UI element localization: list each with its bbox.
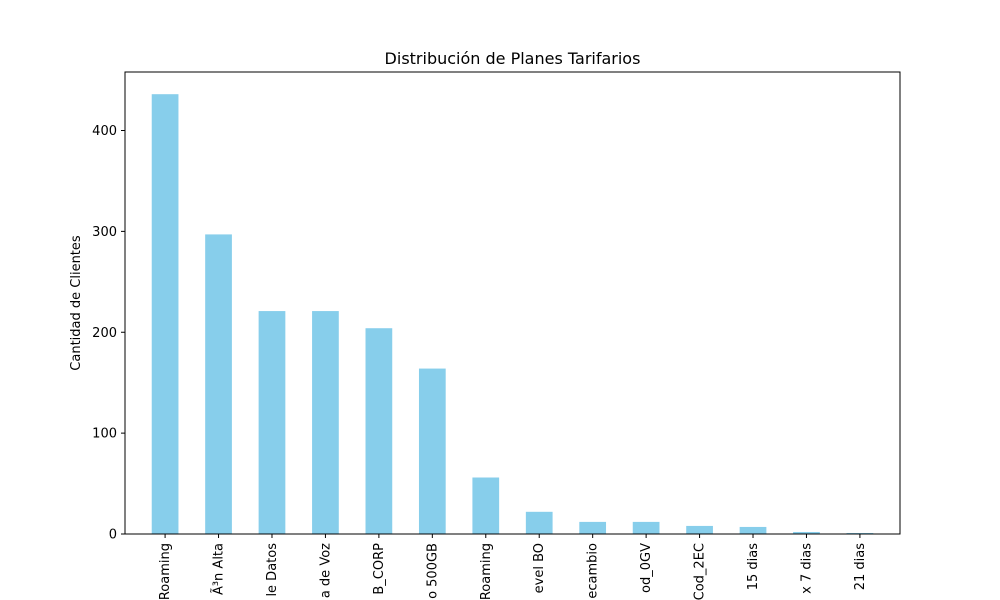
x-tick-label-13: 21 dias	[853, 543, 868, 591]
y-tick-label-2: 200	[92, 326, 117, 341]
y-tick-label-4: 400	[92, 124, 117, 139]
y-tick-label-3: 300	[92, 225, 117, 240]
x-tick-label-10: Cod_2EC	[693, 543, 708, 600]
chart-title: Distribución de Planes Tarifarios	[385, 49, 641, 68]
bar-7	[525, 511, 553, 534]
x-tick-label-1: Ã³n Alta	[211, 543, 227, 595]
bar-5	[418, 368, 446, 534]
bar-12	[793, 531, 820, 534]
x-tick-label-2: le Datos	[265, 543, 280, 597]
x-tick-label-3: a de Voz	[318, 543, 333, 598]
x-tick-label-9: od_0GV	[639, 543, 654, 593]
bar-2	[258, 311, 286, 534]
x-tick-label-5: o 500GB	[425, 543, 440, 599]
x-tick-label-4: B_CORP	[372, 543, 387, 595]
plot-frame	[124, 71, 901, 535]
bar-8	[579, 521, 607, 534]
bar-13	[846, 532, 874, 534]
bar-0	[151, 94, 179, 534]
x-tick-label-11: 15 dias	[746, 543, 761, 591]
bar-1	[205, 234, 232, 534]
y-ticks-group: 0 100 200 300 400	[92, 124, 125, 543]
x-tick-label-8: ecambio	[586, 543, 601, 599]
bar-3	[312, 311, 339, 534]
x-tick-label-0: Roaming	[158, 543, 173, 600]
x-tick-label-6: Roaming	[479, 543, 494, 600]
bar-6	[472, 477, 500, 534]
bars-group	[151, 94, 874, 534]
x-ticks-group: Roaming Ã³n Alta le Datos a de Voz B_CORP o 5…	[158, 534, 868, 600]
x-tick-label-7: evel BO	[532, 543, 547, 593]
y-axis-label: Cantidad de Clientes	[69, 235, 84, 371]
bar-9	[632, 521, 660, 534]
y-tick-label-1: 100	[92, 427, 117, 442]
x-tick-label-12: x 7 dias	[799, 543, 814, 594]
y-tick-label-0: 0	[109, 528, 117, 543]
bar-10	[686, 525, 713, 534]
bar-4	[365, 328, 393, 534]
bar-11	[739, 526, 767, 534]
